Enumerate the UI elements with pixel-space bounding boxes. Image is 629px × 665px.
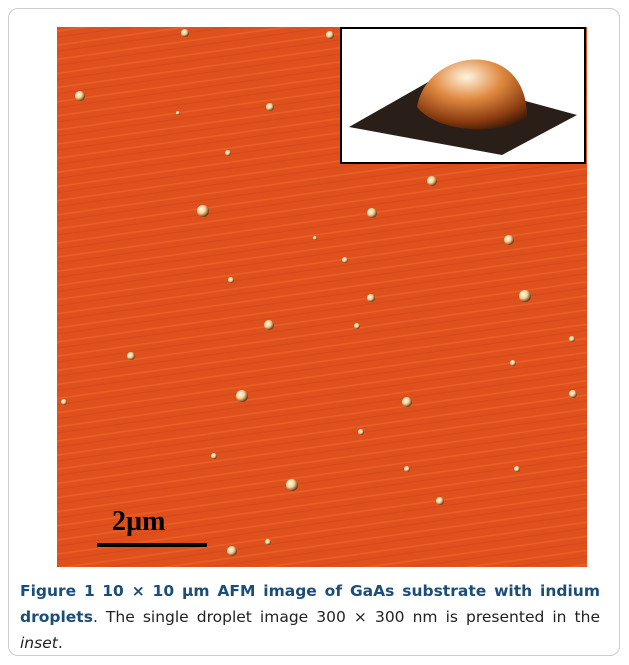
scale-bar-label: 2µm [112, 506, 165, 537]
caption-text: . The single droplet image 300 × 300 nm … [93, 608, 600, 626]
caption-end: . [58, 634, 63, 652]
inset [341, 28, 585, 163]
caption: Figure 1 10 × 10 µm AFM image of GaAs su… [20, 578, 600, 656]
page: 2µm Figure 1 10 × 10 µm AFM image of GaA… [0, 0, 629, 665]
caption-emphasis: inset [20, 634, 58, 652]
afm-image: 2µm [57, 27, 587, 567]
caption-label: Figure 1 [20, 582, 95, 600]
